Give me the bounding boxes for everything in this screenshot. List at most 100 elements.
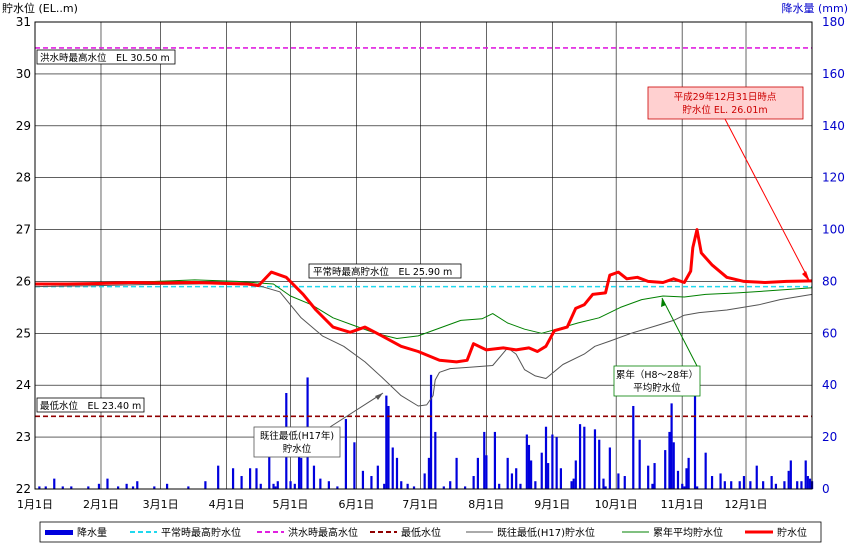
precip-bar <box>97 483 101 489</box>
precip-bar <box>361 470 365 489</box>
precip-bar <box>547 463 550 489</box>
precip-bar <box>506 457 509 489</box>
x-tick-label: 1月1日 <box>17 498 53 511</box>
precip-bar <box>570 481 573 489</box>
right-tick-label: 140 <box>822 119 845 133</box>
precip-bar <box>442 486 445 489</box>
precip-bar <box>583 426 586 489</box>
svg-text:貯水位: 貯水位 <box>283 443 312 455</box>
svg-text:降水量: 降水量 <box>77 526 107 539</box>
precip-bar <box>534 481 537 489</box>
precip-bar <box>38 486 41 489</box>
precip-bar <box>676 470 680 489</box>
x-tick-label: 3月1日 <box>143 498 179 511</box>
precip-bar <box>293 483 296 489</box>
precip-bar <box>632 405 635 489</box>
svg-text:洪水時最高水位 EL 30.50 m: 洪水時最高水位 EL 30.50 m <box>40 52 170 64</box>
precip-bar <box>693 393 697 489</box>
precip-bar <box>455 457 458 489</box>
series-line-2 <box>34 279 813 339</box>
precip-bar <box>327 481 330 489</box>
precip-bar <box>783 481 786 489</box>
precip-bar <box>623 476 626 489</box>
legend-item-historic-low: 既往最低(H17)貯水位 <box>466 526 595 539</box>
precip-bar <box>297 439 301 489</box>
precip-bar <box>268 452 271 489</box>
left-tick-label: 24 <box>16 378 31 392</box>
precip-bar <box>289 481 292 489</box>
precip-bar <box>165 483 169 489</box>
right-tick-label: 60 <box>822 326 837 340</box>
legend-item-water-level: 貯水位 <box>745 526 807 539</box>
series-lines <box>34 228 813 407</box>
left-tick-label: 30 <box>16 67 31 81</box>
precip-bar <box>617 473 620 489</box>
precip-bar <box>774 483 778 489</box>
precip-bar <box>483 431 486 489</box>
precip-bar <box>136 481 139 489</box>
svg-text:洪水時最高水位: 洪水時最高水位 <box>288 526 358 539</box>
precip-bar <box>602 478 605 489</box>
x-axis-ticks: 1月1日 2月1日 3月1日 4月1日 5月1日 6月1日 7月1日 8月1日 9月1日 10月1… <box>17 498 768 511</box>
x-tick-label: 7月1日 <box>402 498 438 511</box>
precip-bar <box>449 481 452 489</box>
precip-bar <box>400 481 403 489</box>
svg-text:最低水位 EL 23.40 m: 最低水位 EL 23.40 m <box>40 400 141 412</box>
precip-bar <box>578 424 582 489</box>
precip-bar <box>598 439 601 489</box>
precip-bar <box>387 405 390 489</box>
precip-bar <box>385 395 388 489</box>
precip-bar <box>498 483 501 489</box>
svg-text:累年平均貯水位: 累年平均貯水位 <box>653 526 723 539</box>
precip-bar <box>249 468 252 489</box>
precip-bar <box>187 486 190 489</box>
precip-bar <box>370 476 373 489</box>
left-tick-label: 31 <box>16 15 31 29</box>
precip-bar <box>608 447 611 489</box>
x-tick-label: 12月1日 <box>725 498 768 511</box>
precip-bar <box>804 460 807 489</box>
right-tick-label: 0 <box>822 482 830 496</box>
precip-bar <box>555 437 558 489</box>
precip-bar <box>336 486 339 489</box>
precip-bar <box>274 486 277 489</box>
precip-bar <box>493 431 497 489</box>
precip-bar <box>231 468 235 489</box>
precip-bar <box>796 481 799 489</box>
precip-bar <box>412 486 416 489</box>
precip-bar <box>153 486 156 489</box>
legend-item-precipitation: 降水量 <box>45 526 107 539</box>
precip-bar <box>719 473 722 489</box>
precip-bar <box>344 418 347 489</box>
precip-bar <box>259 483 262 489</box>
precip-bar <box>353 442 356 489</box>
precip-bar <box>434 431 437 489</box>
precip-bar <box>710 476 714 489</box>
x-tick-label: 8月1日 <box>468 498 504 511</box>
precip-bar <box>742 476 746 489</box>
precip-bar <box>472 476 475 489</box>
left-tick-label: 23 <box>16 430 31 444</box>
precip-bar <box>800 481 803 489</box>
x-tick-label: 10月1日 <box>595 498 638 511</box>
legend-item-min-level: 最低水位 <box>370 526 441 539</box>
precip-bar <box>806 476 809 489</box>
precip-bar <box>376 465 379 489</box>
precip-bar <box>319 478 322 489</box>
precip-bar <box>808 478 812 489</box>
precip-bar <box>525 434 528 489</box>
precip-bar <box>255 468 258 489</box>
x-tick-label: 2月1日 <box>83 498 119 511</box>
svg-text:既往最低(H17)貯水位: 既往最低(H17)貯水位 <box>497 526 595 539</box>
left-tick-label: 29 <box>16 119 31 133</box>
left-tick-label: 28 <box>16 171 31 185</box>
precipitation-bars <box>38 374 814 489</box>
x-tick-label: 9月1日 <box>534 498 570 511</box>
min-level-label: 最低水位 EL 23.40 m <box>36 397 145 413</box>
precip-bar <box>485 455 488 489</box>
precip-bar <box>383 483 386 489</box>
svg-text:平均貯水位: 平均貯水位 <box>633 382 681 394</box>
precip-bar <box>664 450 667 489</box>
left-axis-title: 貯水位 (EL..m) <box>2 1 78 15</box>
